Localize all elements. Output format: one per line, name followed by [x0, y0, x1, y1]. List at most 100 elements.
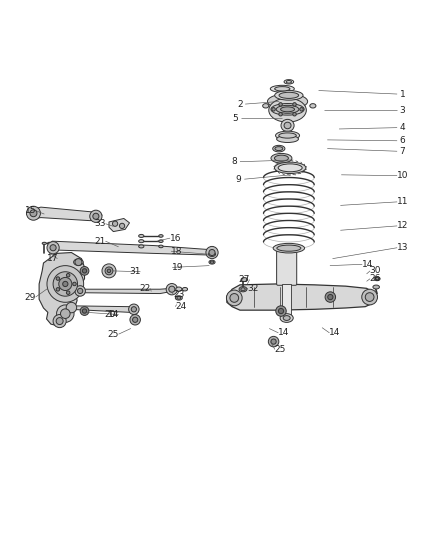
FancyBboxPatch shape [282, 284, 291, 315]
Ellipse shape [47, 243, 52, 245]
Ellipse shape [182, 287, 187, 291]
Text: 3: 3 [399, 106, 405, 115]
Circle shape [73, 282, 76, 286]
Ellipse shape [275, 162, 306, 174]
Ellipse shape [281, 119, 294, 132]
Circle shape [75, 259, 82, 265]
Circle shape [365, 293, 374, 302]
Text: 22: 22 [139, 284, 150, 293]
Circle shape [50, 245, 56, 251]
Text: 14: 14 [329, 328, 340, 337]
Circle shape [63, 281, 68, 287]
Ellipse shape [74, 259, 83, 265]
Text: 16: 16 [170, 233, 181, 243]
Circle shape [93, 213, 99, 220]
Polygon shape [78, 288, 172, 294]
Polygon shape [28, 207, 102, 221]
Text: 14: 14 [278, 328, 290, 337]
Circle shape [293, 103, 296, 106]
Ellipse shape [284, 122, 291, 129]
Circle shape [209, 249, 215, 256]
Text: 21: 21 [95, 237, 106, 246]
Text: 17: 17 [46, 254, 58, 263]
Ellipse shape [275, 155, 288, 161]
Ellipse shape [278, 164, 302, 172]
Circle shape [82, 309, 87, 313]
Ellipse shape [269, 98, 306, 122]
Text: 27: 27 [239, 275, 250, 284]
Text: 15: 15 [25, 206, 36, 215]
Ellipse shape [241, 288, 245, 290]
Circle shape [59, 277, 72, 290]
Circle shape [82, 269, 87, 273]
Ellipse shape [177, 297, 181, 299]
Ellipse shape [42, 243, 46, 245]
Polygon shape [48, 241, 214, 255]
Ellipse shape [241, 278, 247, 281]
Circle shape [133, 317, 138, 322]
Ellipse shape [159, 235, 163, 237]
Circle shape [271, 339, 276, 344]
Text: 20: 20 [104, 310, 116, 319]
Text: 26: 26 [370, 274, 381, 283]
Circle shape [279, 309, 284, 313]
Text: 24: 24 [175, 302, 186, 311]
Circle shape [57, 305, 74, 322]
Circle shape [47, 241, 59, 254]
Circle shape [56, 277, 60, 280]
Text: 2: 2 [237, 100, 243, 109]
Text: 25: 25 [108, 330, 119, 338]
Circle shape [26, 206, 40, 220]
Text: 7: 7 [399, 147, 405, 156]
Circle shape [362, 289, 378, 305]
Polygon shape [70, 306, 136, 312]
Ellipse shape [373, 285, 379, 289]
Circle shape [78, 288, 83, 294]
Circle shape [47, 265, 84, 302]
Ellipse shape [284, 79, 293, 84]
Circle shape [166, 284, 177, 295]
Ellipse shape [239, 287, 247, 292]
Ellipse shape [279, 92, 299, 99]
Polygon shape [39, 253, 85, 326]
Text: 4: 4 [399, 123, 405, 132]
Circle shape [268, 336, 279, 347]
Ellipse shape [277, 245, 301, 251]
Circle shape [279, 112, 283, 116]
Text: 29: 29 [25, 293, 36, 302]
Text: 25: 25 [275, 345, 286, 354]
Ellipse shape [275, 147, 283, 151]
Circle shape [328, 294, 333, 300]
Ellipse shape [279, 133, 296, 138]
Circle shape [230, 294, 239, 302]
Circle shape [325, 292, 336, 302]
Circle shape [67, 291, 70, 294]
Circle shape [105, 267, 113, 275]
Ellipse shape [176, 287, 182, 292]
Ellipse shape [276, 106, 299, 114]
Ellipse shape [210, 261, 214, 263]
Circle shape [56, 288, 60, 291]
Circle shape [102, 264, 116, 278]
Circle shape [279, 103, 283, 106]
Text: 12: 12 [397, 221, 408, 230]
Circle shape [107, 269, 111, 272]
Text: 9: 9 [236, 175, 241, 184]
Circle shape [169, 286, 175, 292]
Ellipse shape [139, 235, 144, 238]
Circle shape [276, 306, 286, 316]
Text: 31: 31 [129, 267, 141, 276]
Circle shape [113, 221, 118, 227]
Ellipse shape [209, 260, 215, 264]
Text: 30: 30 [370, 266, 381, 276]
Text: 13: 13 [397, 243, 408, 252]
Ellipse shape [375, 278, 379, 280]
FancyBboxPatch shape [277, 248, 297, 285]
Text: 1: 1 [399, 90, 405, 99]
Polygon shape [227, 284, 375, 310]
Circle shape [80, 306, 89, 316]
Ellipse shape [271, 154, 292, 163]
Ellipse shape [286, 80, 291, 83]
Ellipse shape [281, 107, 294, 112]
Text: 6: 6 [399, 136, 405, 146]
